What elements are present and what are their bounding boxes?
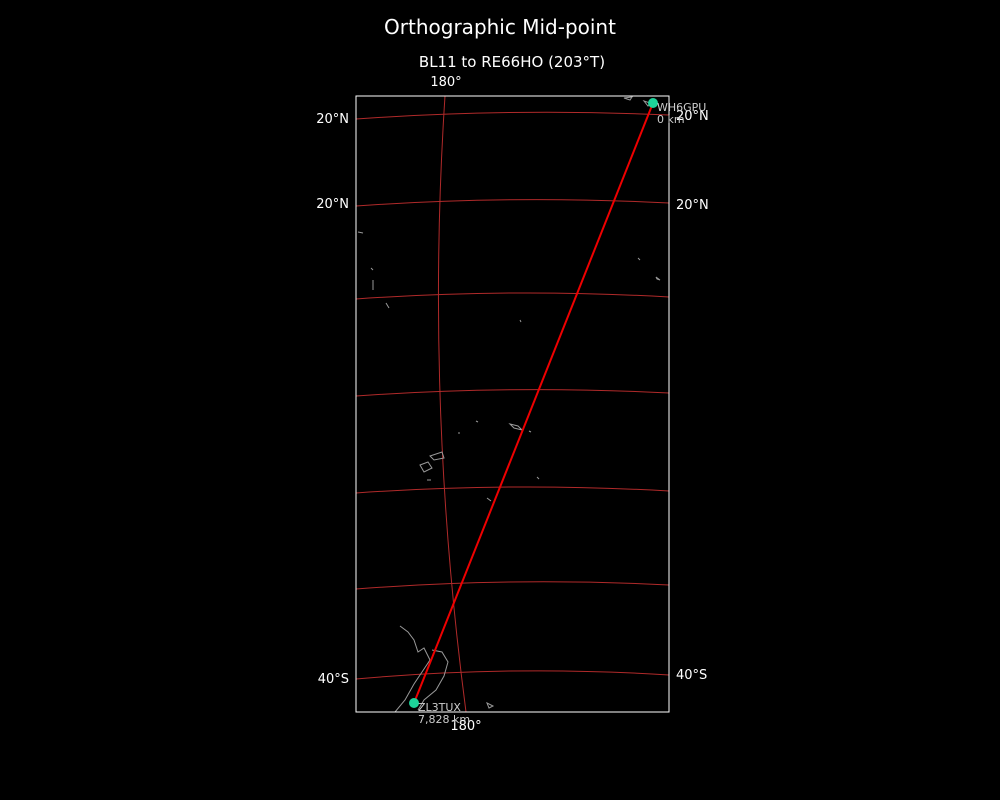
parallel-label: 20°N	[676, 109, 709, 124]
title: Orthographic Mid-point	[384, 15, 616, 39]
station-call: ZL3TUX	[418, 701, 461, 714]
parallel-label: 40°S	[676, 668, 707, 683]
station-distance: 7,828 km	[418, 713, 470, 726]
great-circle-path	[413, 102, 654, 704]
map-area	[356, 96, 669, 712]
graticule	[356, 96, 669, 712]
map-frame	[355, 95, 670, 713]
parallel-label: 40°S	[318, 672, 349, 687]
meridian-label: 180°	[450, 719, 481, 734]
station-marker	[648, 98, 658, 108]
meridian-label: 180°	[430, 75, 461, 90]
station-distance: 0 km	[657, 113, 685, 126]
parallel-label: 20°N	[316, 112, 349, 127]
parallel-label: 20°N	[316, 197, 349, 212]
station-marker	[409, 698, 419, 708]
parallel-label: 20°N	[676, 198, 709, 213]
subtitle: BL11 to RE66HO (203°T)	[419, 53, 605, 71]
station-call: WH6GPU	[657, 101, 706, 114]
